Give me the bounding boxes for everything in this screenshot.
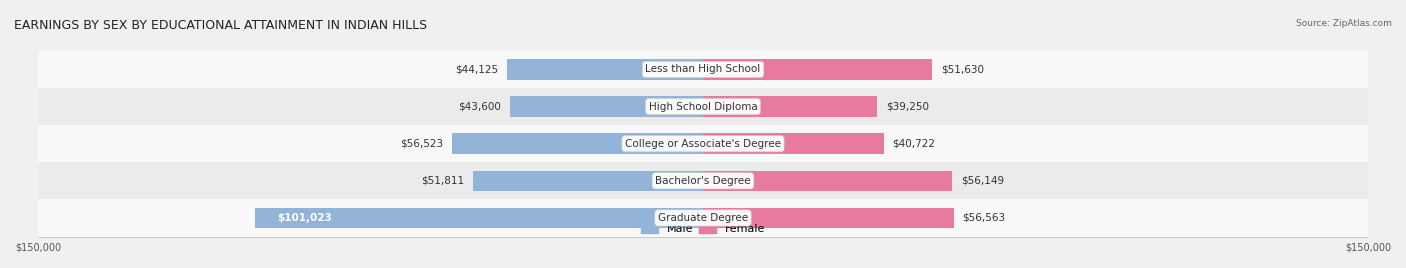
Bar bbox=[38, 125, 1368, 162]
Text: College or Associate's Degree: College or Associate's Degree bbox=[626, 139, 780, 149]
Bar bbox=[453, 133, 703, 154]
Text: $44,125: $44,125 bbox=[456, 64, 499, 75]
Bar bbox=[703, 59, 932, 80]
Text: Source: ZipAtlas.com: Source: ZipAtlas.com bbox=[1296, 19, 1392, 28]
Bar bbox=[38, 51, 1368, 88]
Text: Graduate Degree: Graduate Degree bbox=[658, 213, 748, 223]
Text: $56,523: $56,523 bbox=[401, 139, 443, 149]
Bar bbox=[474, 171, 703, 191]
Bar bbox=[508, 59, 703, 80]
Text: $39,250: $39,250 bbox=[886, 102, 929, 111]
Text: High School Diploma: High School Diploma bbox=[648, 102, 758, 111]
Bar bbox=[38, 162, 1368, 199]
Text: $40,722: $40,722 bbox=[893, 139, 935, 149]
Bar bbox=[703, 208, 953, 228]
Bar bbox=[38, 88, 1368, 125]
Text: $101,023: $101,023 bbox=[277, 213, 332, 223]
Bar bbox=[254, 208, 703, 228]
Text: EARNINGS BY SEX BY EDUCATIONAL ATTAINMENT IN INDIAN HILLS: EARNINGS BY SEX BY EDUCATIONAL ATTAINMEN… bbox=[14, 19, 427, 32]
Text: Less than High School: Less than High School bbox=[645, 64, 761, 75]
Text: $56,563: $56,563 bbox=[963, 213, 1005, 223]
Bar bbox=[703, 133, 883, 154]
Text: $43,600: $43,600 bbox=[458, 102, 501, 111]
Bar bbox=[38, 199, 1368, 236]
Bar bbox=[703, 171, 952, 191]
Text: $51,811: $51,811 bbox=[422, 176, 464, 186]
Text: Bachelor's Degree: Bachelor's Degree bbox=[655, 176, 751, 186]
Legend: Male, Female: Male, Female bbox=[637, 219, 769, 239]
Bar bbox=[703, 96, 877, 117]
Bar bbox=[510, 96, 703, 117]
Text: $56,149: $56,149 bbox=[960, 176, 1004, 186]
Text: $51,630: $51,630 bbox=[941, 64, 984, 75]
